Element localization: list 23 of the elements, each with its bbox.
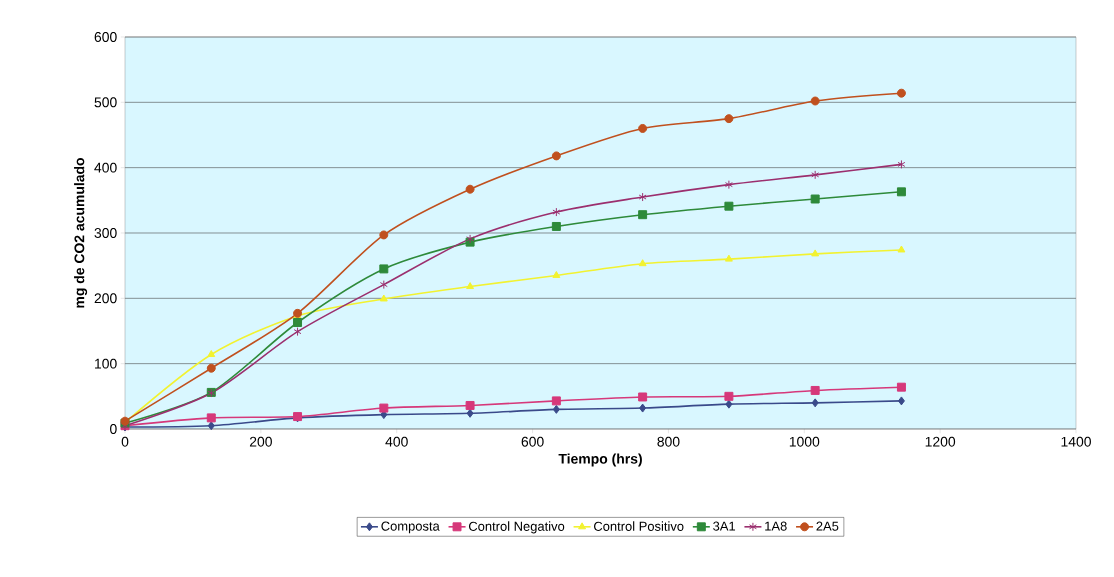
y-tick-label: 100 bbox=[95, 358, 117, 369]
y-tick-label: 300 bbox=[94, 228, 117, 238]
y-tick-label: 200 bbox=[94, 293, 117, 304]
x-axis-title: Tiempo (hrs) bbox=[558, 453, 642, 467]
legend-label: Control Negativo bbox=[468, 521, 565, 534]
y-tick-label: 500 bbox=[94, 97, 117, 108]
x-tick-label: 1000 bbox=[789, 436, 820, 447]
y-tick-label: 400 bbox=[94, 162, 117, 173]
legend-label: 2A5 bbox=[816, 521, 839, 531]
legend-label: Composta bbox=[381, 521, 440, 534]
y-tick-label: 600 bbox=[94, 32, 117, 42]
x-tick-label: 0 bbox=[121, 436, 129, 447]
x-tick-label: 200 bbox=[249, 436, 272, 447]
y-axis-title: mg de CO2 acumulado bbox=[74, 157, 88, 308]
x-tick-label: 800 bbox=[657, 436, 680, 447]
x-tick-label: 1400 bbox=[1061, 436, 1091, 447]
legend-label: 3A1 bbox=[713, 521, 736, 531]
legend-label: Control Positivo bbox=[594, 521, 684, 531]
x-tick-label: 400 bbox=[385, 436, 408, 447]
x-tick-label: 1200 bbox=[925, 436, 956, 447]
x-tick-label: 600 bbox=[521, 436, 544, 447]
y-tick-label: 0 bbox=[110, 424, 117, 434]
legend-label: 1A8 bbox=[765, 521, 787, 531]
